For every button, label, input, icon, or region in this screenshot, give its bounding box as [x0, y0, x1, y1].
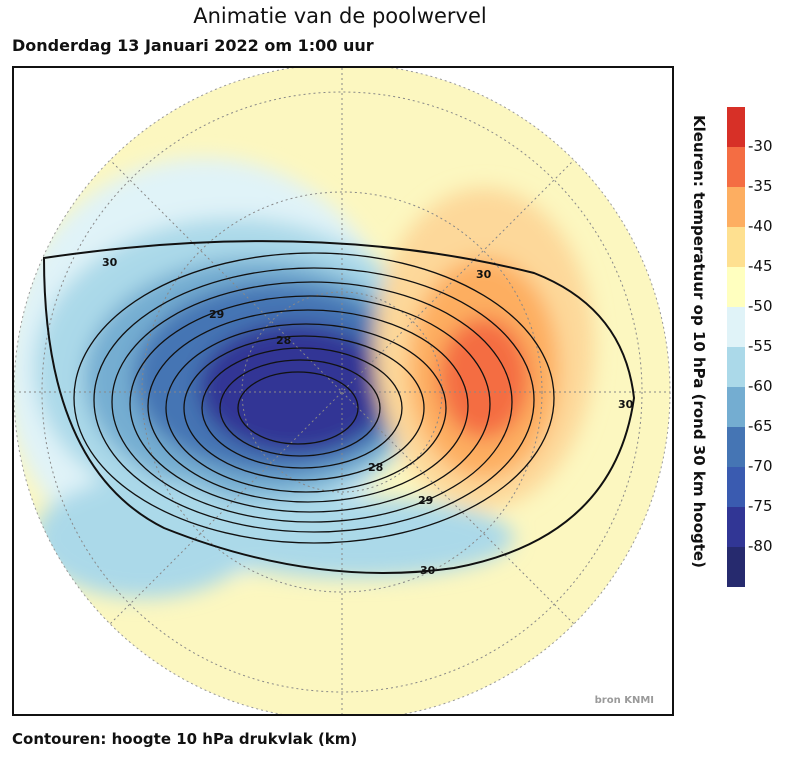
graticule [14, 68, 670, 714]
map-footer: Contouren: hoogte 10 hPa drukvlak (km) [12, 730, 358, 748]
colorbar-swatch [727, 307, 745, 347]
contour-label: 28 [276, 334, 291, 347]
colorbar-title: Kleuren: temperatuur op 10 hPa (rond 30 … [690, 115, 708, 568]
colorbar-swatch [727, 467, 745, 507]
map-title: Animatie van de poolwervel [193, 4, 487, 28]
colorbar-swatch [727, 507, 745, 547]
colorbar [727, 107, 745, 587]
colorbar-tick: -55 [748, 337, 773, 355]
colorbar-tick: -60 [748, 377, 773, 395]
colorbar-tick: -45 [748, 257, 773, 275]
contour-label: 30 [618, 398, 634, 411]
contour-label: 28 [368, 461, 383, 474]
colorbar-swatch [727, 347, 745, 387]
colorbar-tick: -50 [748, 297, 773, 315]
map-subtitle: Donderdag 13 Januari 2022 om 1:00 uur [12, 36, 374, 55]
contour-label: 30 [102, 256, 118, 269]
colorbar-swatch [727, 147, 745, 187]
contour-label: 29 [418, 494, 433, 507]
colorbar-tick: -70 [748, 457, 773, 475]
colorbar-tick: -80 [748, 537, 773, 555]
height-contours [42, 240, 636, 574]
colorbar-swatch [727, 107, 745, 147]
colorbar-swatch [727, 187, 745, 227]
colorbar-swatch [727, 267, 745, 307]
colorbar-swatch [727, 387, 745, 427]
colorbar-tick: -30 [748, 137, 773, 155]
contour-label: 30 [476, 268, 492, 281]
map-frame: 30 30 30 30 29 28 28 29 bron KNMI [12, 66, 674, 716]
colorbar-tick: -35 [748, 177, 773, 195]
contour-label: 30 [420, 564, 436, 577]
contour-label: 29 [209, 308, 224, 321]
colorbar-tick: -75 [748, 497, 773, 515]
colorbar-tick: -40 [748, 217, 773, 235]
colorbar-swatch [727, 427, 745, 467]
colorbar-swatch [727, 547, 745, 587]
polar-map: 30 30 30 30 29 28 28 29 [14, 68, 671, 714]
source-credit: bron KNMI [594, 695, 654, 706]
colorbar-tick: -65 [748, 417, 773, 435]
colorbar-swatch [727, 227, 745, 267]
